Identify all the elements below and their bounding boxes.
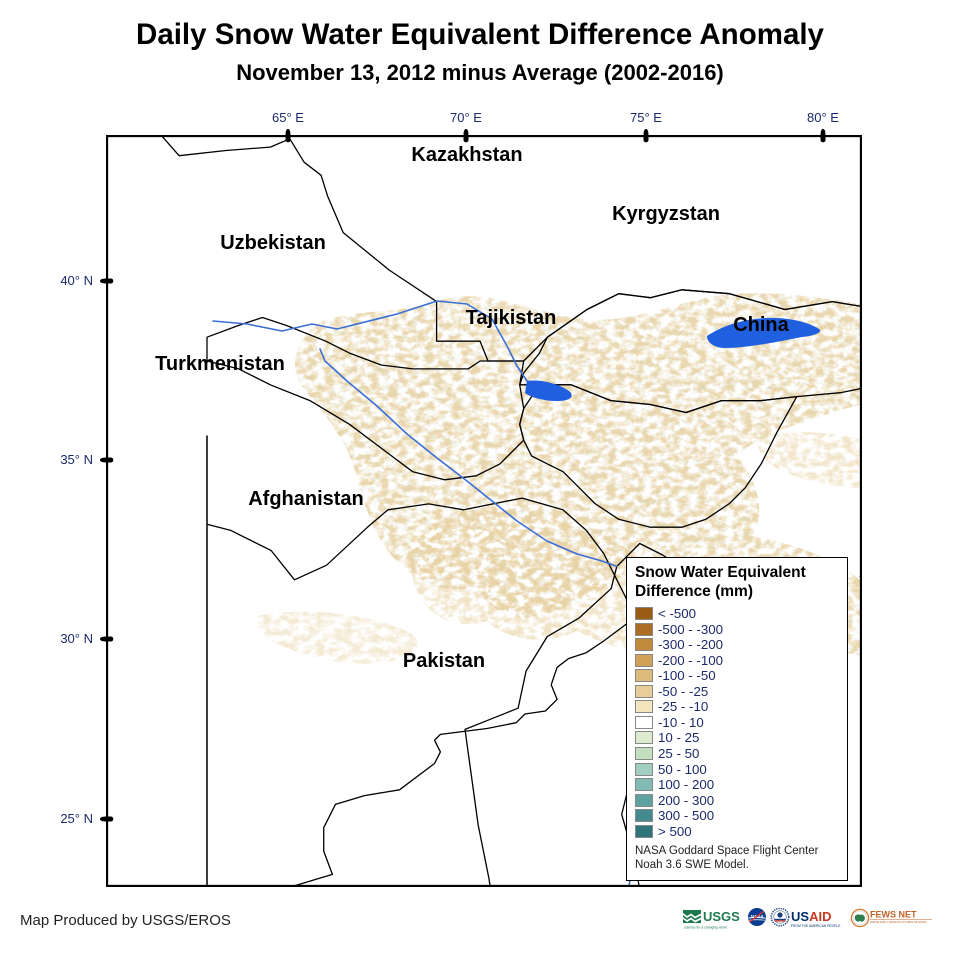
svg-text:75° E: 75° E [630,110,662,125]
svg-text:USAID: USAID [791,909,831,924]
svg-text:70° E: 70° E [450,110,482,125]
svg-text:Afghanistan: Afghanistan [248,488,364,510]
svg-text:25° N: 25° N [60,811,93,826]
svg-text:30° N: 30° N [60,631,93,646]
svg-text:Tajikistan: Tajikistan [466,307,557,329]
svg-text:35° N: 35° N [60,452,93,467]
svg-text:Kazakhstan: Kazakhstan [411,144,522,166]
svg-text:80° E: 80° E [807,110,839,125]
svg-text:Kyrgyzstan: Kyrgyzstan [612,203,720,225]
svg-text:science for a changing world: science for a changing world [684,926,727,930]
svg-text:FAMINE EARLY WARNING SYSTEMS N: FAMINE EARLY WARNING SYSTEMS NETWORK [870,921,927,924]
svg-text:FROM THE AMERICAN PEOPLE: FROM THE AMERICAN PEOPLE [791,924,841,928]
svg-text:USGS: USGS [703,909,740,924]
svg-text:Uzbekistan: Uzbekistan [220,232,326,254]
svg-text:FEWS NET: FEWS NET [870,910,917,920]
svg-text:40° N: 40° N [60,273,93,288]
svg-text:65° E: 65° E [272,110,304,125]
svg-text:Turkmenistan: Turkmenistan [155,353,285,375]
svg-text:China: China [733,314,789,336]
svg-text:Pakistan: Pakistan [403,650,485,672]
